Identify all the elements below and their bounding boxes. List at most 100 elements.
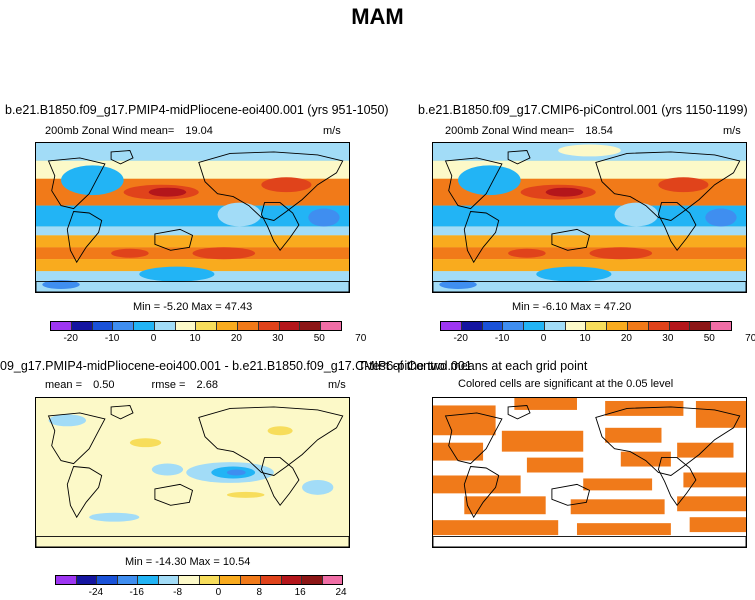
coastline [657,457,697,507]
wind-band [36,226,349,236]
colorbar-swatch [628,322,649,330]
significant-region [464,496,546,515]
colorbar-tick-label: 50 [313,333,325,344]
wind-band [36,235,349,248]
coastline [36,281,349,292]
colorbar-tick-label: 16 [294,587,306,598]
colorbar-swatch [117,576,138,584]
wind-band [433,259,746,272]
significant-region [514,398,577,410]
significant-region [605,427,662,443]
colorbar-swatch [302,576,323,584]
colorbar-swatch [258,322,280,330]
wind-band [433,226,746,236]
wind-band [36,259,349,272]
significant-region [576,523,671,536]
colorbar-swatch [524,322,545,330]
wind-band [433,247,746,260]
colorbar-swatch [240,576,261,584]
colorbar-swatch [503,322,525,330]
colorbar-swatch [482,322,504,330]
significant-region [683,472,746,488]
colorbar-tick-label: 24 [335,587,347,598]
panel-variable-label: 200mb Zonal Wind mean= 18.54 [445,125,613,137]
colorbar-swatch [565,322,587,330]
wind-cell [192,247,256,260]
figure-title: MAM [351,4,404,29]
significant-region [501,430,584,452]
diff-cell [48,414,87,427]
coastline [595,406,741,476]
wind-band [36,143,349,161]
colorbar-swatch [648,322,670,330]
significant-region [433,405,496,436]
units-label: m/s [328,379,346,391]
wind-cell [558,144,621,157]
colorbar-tick-label: 8 [256,587,263,598]
colorbar-top-left [50,321,342,331]
variable-label: 200mb Zonal Wind mean= [45,125,175,137]
diff-cell [151,463,184,476]
colorbar-swatch [279,322,301,330]
coastline [444,157,503,210]
coastline [507,405,531,420]
colorbar-swatch [158,576,179,584]
coastline [66,211,103,264]
colorbar-swatch [322,576,342,584]
coastline [657,202,697,252]
colorbar-swatch [138,576,159,584]
colorbar-swatch [113,322,135,330]
minmax-label: Min = -5.20 Max = 47.43 [133,301,253,313]
colorbar-swatch [92,322,114,330]
units-label: m/s [323,125,341,137]
coastline [463,211,500,264]
wind-heatmap-top-left [36,143,349,292]
coastline [551,228,591,251]
coastline [433,536,746,547]
wind-cell [217,202,262,227]
colorbar-swatch [217,322,239,330]
significant-region [620,451,671,467]
wind-cell [42,280,80,290]
colorbar-swatch [238,322,259,330]
significant-region [695,400,746,428]
colorbar-swatch [281,576,302,584]
colorbar-swatch [56,576,77,584]
colorbar-swatch [690,322,712,330]
panel-title-top-right: b.e21.B1850.f09_g17.CMIP6-piControl.001 … [418,103,748,117]
colorbar-tick-label: 30 [272,333,284,344]
coastline [198,406,344,476]
coastline [507,150,531,165]
mean-value: 18.54 [585,125,613,137]
colorbar-swatch [199,576,220,584]
significant-region [605,400,684,416]
wind-cell [139,266,215,282]
map-top-right [432,142,747,293]
diff-cell [226,469,246,476]
rmse-value: 2.68 [196,379,218,391]
significant-region [677,442,734,458]
wind-cell [308,208,340,227]
mean-value: 0.50 [93,379,115,391]
colorbar-swatch [175,322,197,330]
colorbar-tick-label: -10 [494,333,510,344]
mean-label: mean = [45,379,82,391]
significant-region [677,496,746,512]
coastline [154,228,194,251]
coastline [110,405,134,420]
colorbar-swatch [669,322,691,330]
significant-region [583,478,653,491]
mean-value: 19.04 [185,125,213,137]
colorbar-tick-label: 20 [230,333,242,344]
colorbar-swatch [76,576,97,584]
significant-region [526,457,584,473]
coastline [595,151,741,221]
wind-cell [61,165,124,196]
wind-cell [508,248,546,258]
diff-cell [302,479,334,495]
wind-heatmap-top-right [433,143,746,292]
wind-cell [148,187,187,197]
colorbar-swatch [134,322,155,330]
coastline [551,483,591,506]
wind-cell [111,248,149,258]
